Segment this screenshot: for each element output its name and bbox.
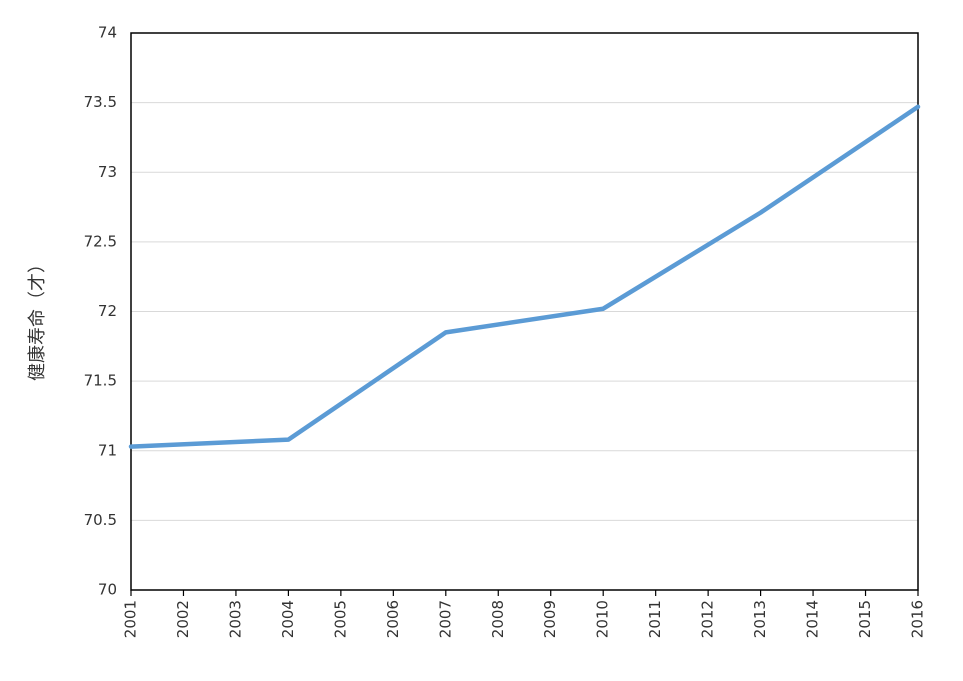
y-axis-label: 健康寿命（才） bbox=[27, 255, 48, 381]
x-tick-label: 2005 bbox=[331, 600, 349, 638]
y-tick-label: 73.5 bbox=[84, 93, 117, 111]
x-tick-label: 2012 bbox=[699, 600, 717, 638]
x-tick-label: 2015 bbox=[856, 600, 874, 638]
x-tick-label: 2013 bbox=[751, 600, 769, 638]
y-tick-label: 71 bbox=[98, 441, 117, 459]
y-tick-label: 70.5 bbox=[84, 511, 117, 529]
x-tick-label: 2001 bbox=[122, 600, 140, 638]
data-line bbox=[128, 104, 921, 449]
x-tick-label: 2016 bbox=[909, 600, 927, 638]
x-tick-label: 2009 bbox=[541, 600, 559, 638]
y-tick-label: 71.5 bbox=[84, 372, 117, 390]
y-tick-label: 74 bbox=[98, 24, 117, 42]
x-tick-label: 2014 bbox=[804, 600, 822, 638]
x-tick-label: 2011 bbox=[646, 600, 664, 638]
x-tick-label: 2007 bbox=[436, 600, 454, 638]
x-tick-label: 2010 bbox=[594, 600, 612, 638]
y-tick-label: 72 bbox=[98, 302, 117, 320]
y-tick-label: 73 bbox=[98, 163, 117, 181]
x-tick-label: 2006 bbox=[384, 600, 402, 638]
y-tick-label: 72.5 bbox=[84, 232, 117, 250]
x-tick-label: 2004 bbox=[279, 600, 297, 638]
y-tick-label: 70 bbox=[98, 581, 117, 599]
plot-border bbox=[130, 32, 919, 591]
x-tick-label: 2003 bbox=[226, 600, 244, 638]
x-tick-label: 2002 bbox=[174, 600, 192, 638]
x-tick-label: 2008 bbox=[489, 600, 507, 638]
